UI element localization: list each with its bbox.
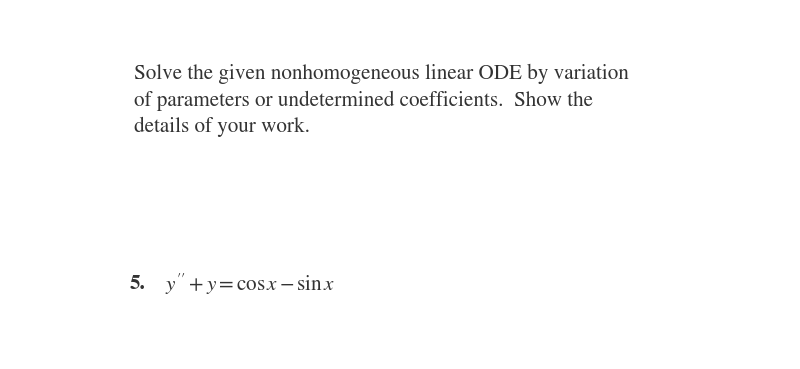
Text: 5.: 5. bbox=[130, 275, 146, 293]
Text: $y'' + y = \mathrm{cos}\, x - \mathrm{sin}\, x$: $y'' + y = \mathrm{cos}\, x - \mathrm{si… bbox=[165, 272, 335, 297]
Text: of parameters or undetermined coefficients.  Show the: of parameters or undetermined coefficien… bbox=[134, 90, 593, 111]
Text: details of your work.: details of your work. bbox=[134, 117, 310, 137]
Text: Solve the given nonhomogeneous linear ODE by variation: Solve the given nonhomogeneous linear OD… bbox=[134, 64, 629, 85]
